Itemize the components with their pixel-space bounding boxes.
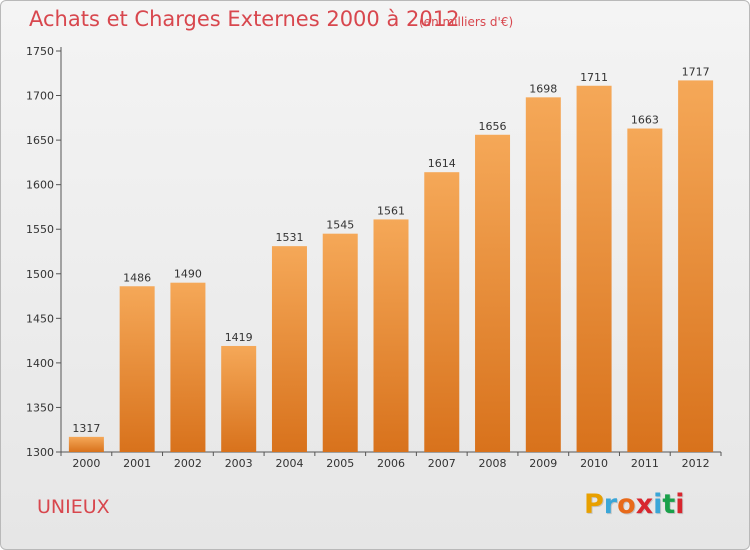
x-tick-label: 2000 — [72, 457, 100, 470]
data-label: 1656 — [479, 120, 507, 133]
y-tick-label: 1750 — [26, 45, 54, 58]
y-tick-label: 1450 — [26, 312, 54, 325]
y-tick-label: 1550 — [26, 223, 54, 236]
value-labels: 1317 1486 1490 1419 1531 1545 1561 1614 1656 1698… — [72, 65, 709, 434]
data-label: 1663 — [631, 114, 659, 127]
bar-2005[interactable] — [322, 233, 358, 452]
logo-letter: i — [675, 489, 685, 520]
data-label: 1698 — [529, 82, 557, 95]
y-tick-label: 1650 — [26, 134, 54, 147]
bar-2011[interactable] — [627, 128, 663, 452]
proxiti-logo[interactable]: Proxiti — [584, 489, 685, 520]
y-tick-label: 1400 — [26, 357, 54, 370]
y-tick-label: 1300 — [26, 446, 54, 459]
logo-letter: x — [635, 489, 654, 520]
bar-2007[interactable] — [424, 172, 460, 453]
bar-2012[interactable] — [678, 80, 714, 452]
x-tick-label: 2004 — [275, 457, 303, 470]
x-tick-label: 2012 — [682, 457, 710, 470]
commune-name: UNIEUX — [37, 496, 110, 518]
data-label: 1614 — [428, 157, 456, 170]
data-label: 1419 — [225, 331, 253, 344]
bar-2002[interactable] — [170, 282, 206, 452]
y-tick-label: 1500 — [26, 268, 54, 281]
x-tick-label: 2009 — [529, 457, 557, 470]
x-tick-label: 2002 — [174, 457, 202, 470]
axes: 1300 1350 1400 1450 1500 1550 1600 1650 1700 1750… — [26, 45, 722, 470]
chart-title: Achats et Charges Externes 2000 à 2012 — [29, 7, 460, 31]
y-tick-label: 1600 — [26, 179, 54, 192]
bar-2000[interactable] — [68, 436, 104, 452]
data-label: 1490 — [174, 268, 202, 281]
chart-subtitle: (en milliers d'€) — [419, 15, 514, 29]
x-tick-label: 2003 — [225, 457, 253, 470]
bar-2003[interactable] — [221, 345, 257, 452]
x-tick-label: 2011 — [631, 457, 659, 470]
logo-letter: o — [617, 489, 636, 520]
data-label: 1717 — [682, 65, 710, 78]
bar-2006[interactable] — [373, 219, 409, 452]
data-label: 1531 — [275, 231, 303, 244]
bar-2008[interactable] — [475, 134, 511, 452]
data-label: 1561 — [377, 204, 405, 217]
x-tick-label: 2001 — [123, 457, 151, 470]
logo-letter: t — [662, 489, 676, 520]
x-tick-label: 2006 — [377, 457, 405, 470]
y-tick-label: 1350 — [26, 401, 54, 414]
bars — [68, 80, 714, 453]
data-label: 1486 — [123, 271, 151, 284]
logo-letter: i — [653, 489, 663, 520]
bar-2009[interactable] — [525, 97, 561, 453]
x-tick-label: 2008 — [479, 457, 507, 470]
data-label: 1711 — [580, 71, 608, 84]
bar-2004[interactable] — [271, 246, 307, 452]
data-label: 1545 — [326, 219, 354, 232]
x-tick-label: 2007 — [428, 457, 456, 470]
logo-letter: r — [603, 489, 618, 520]
x-tick-label: 2005 — [326, 457, 354, 470]
bar-2010[interactable] — [576, 85, 612, 453]
x-tick-label: 2010 — [580, 457, 608, 470]
data-label: 1317 — [72, 422, 100, 435]
bar-2001[interactable] — [119, 286, 155, 452]
y-tick-label: 1700 — [26, 90, 54, 103]
logo-letter: P — [584, 489, 604, 520]
